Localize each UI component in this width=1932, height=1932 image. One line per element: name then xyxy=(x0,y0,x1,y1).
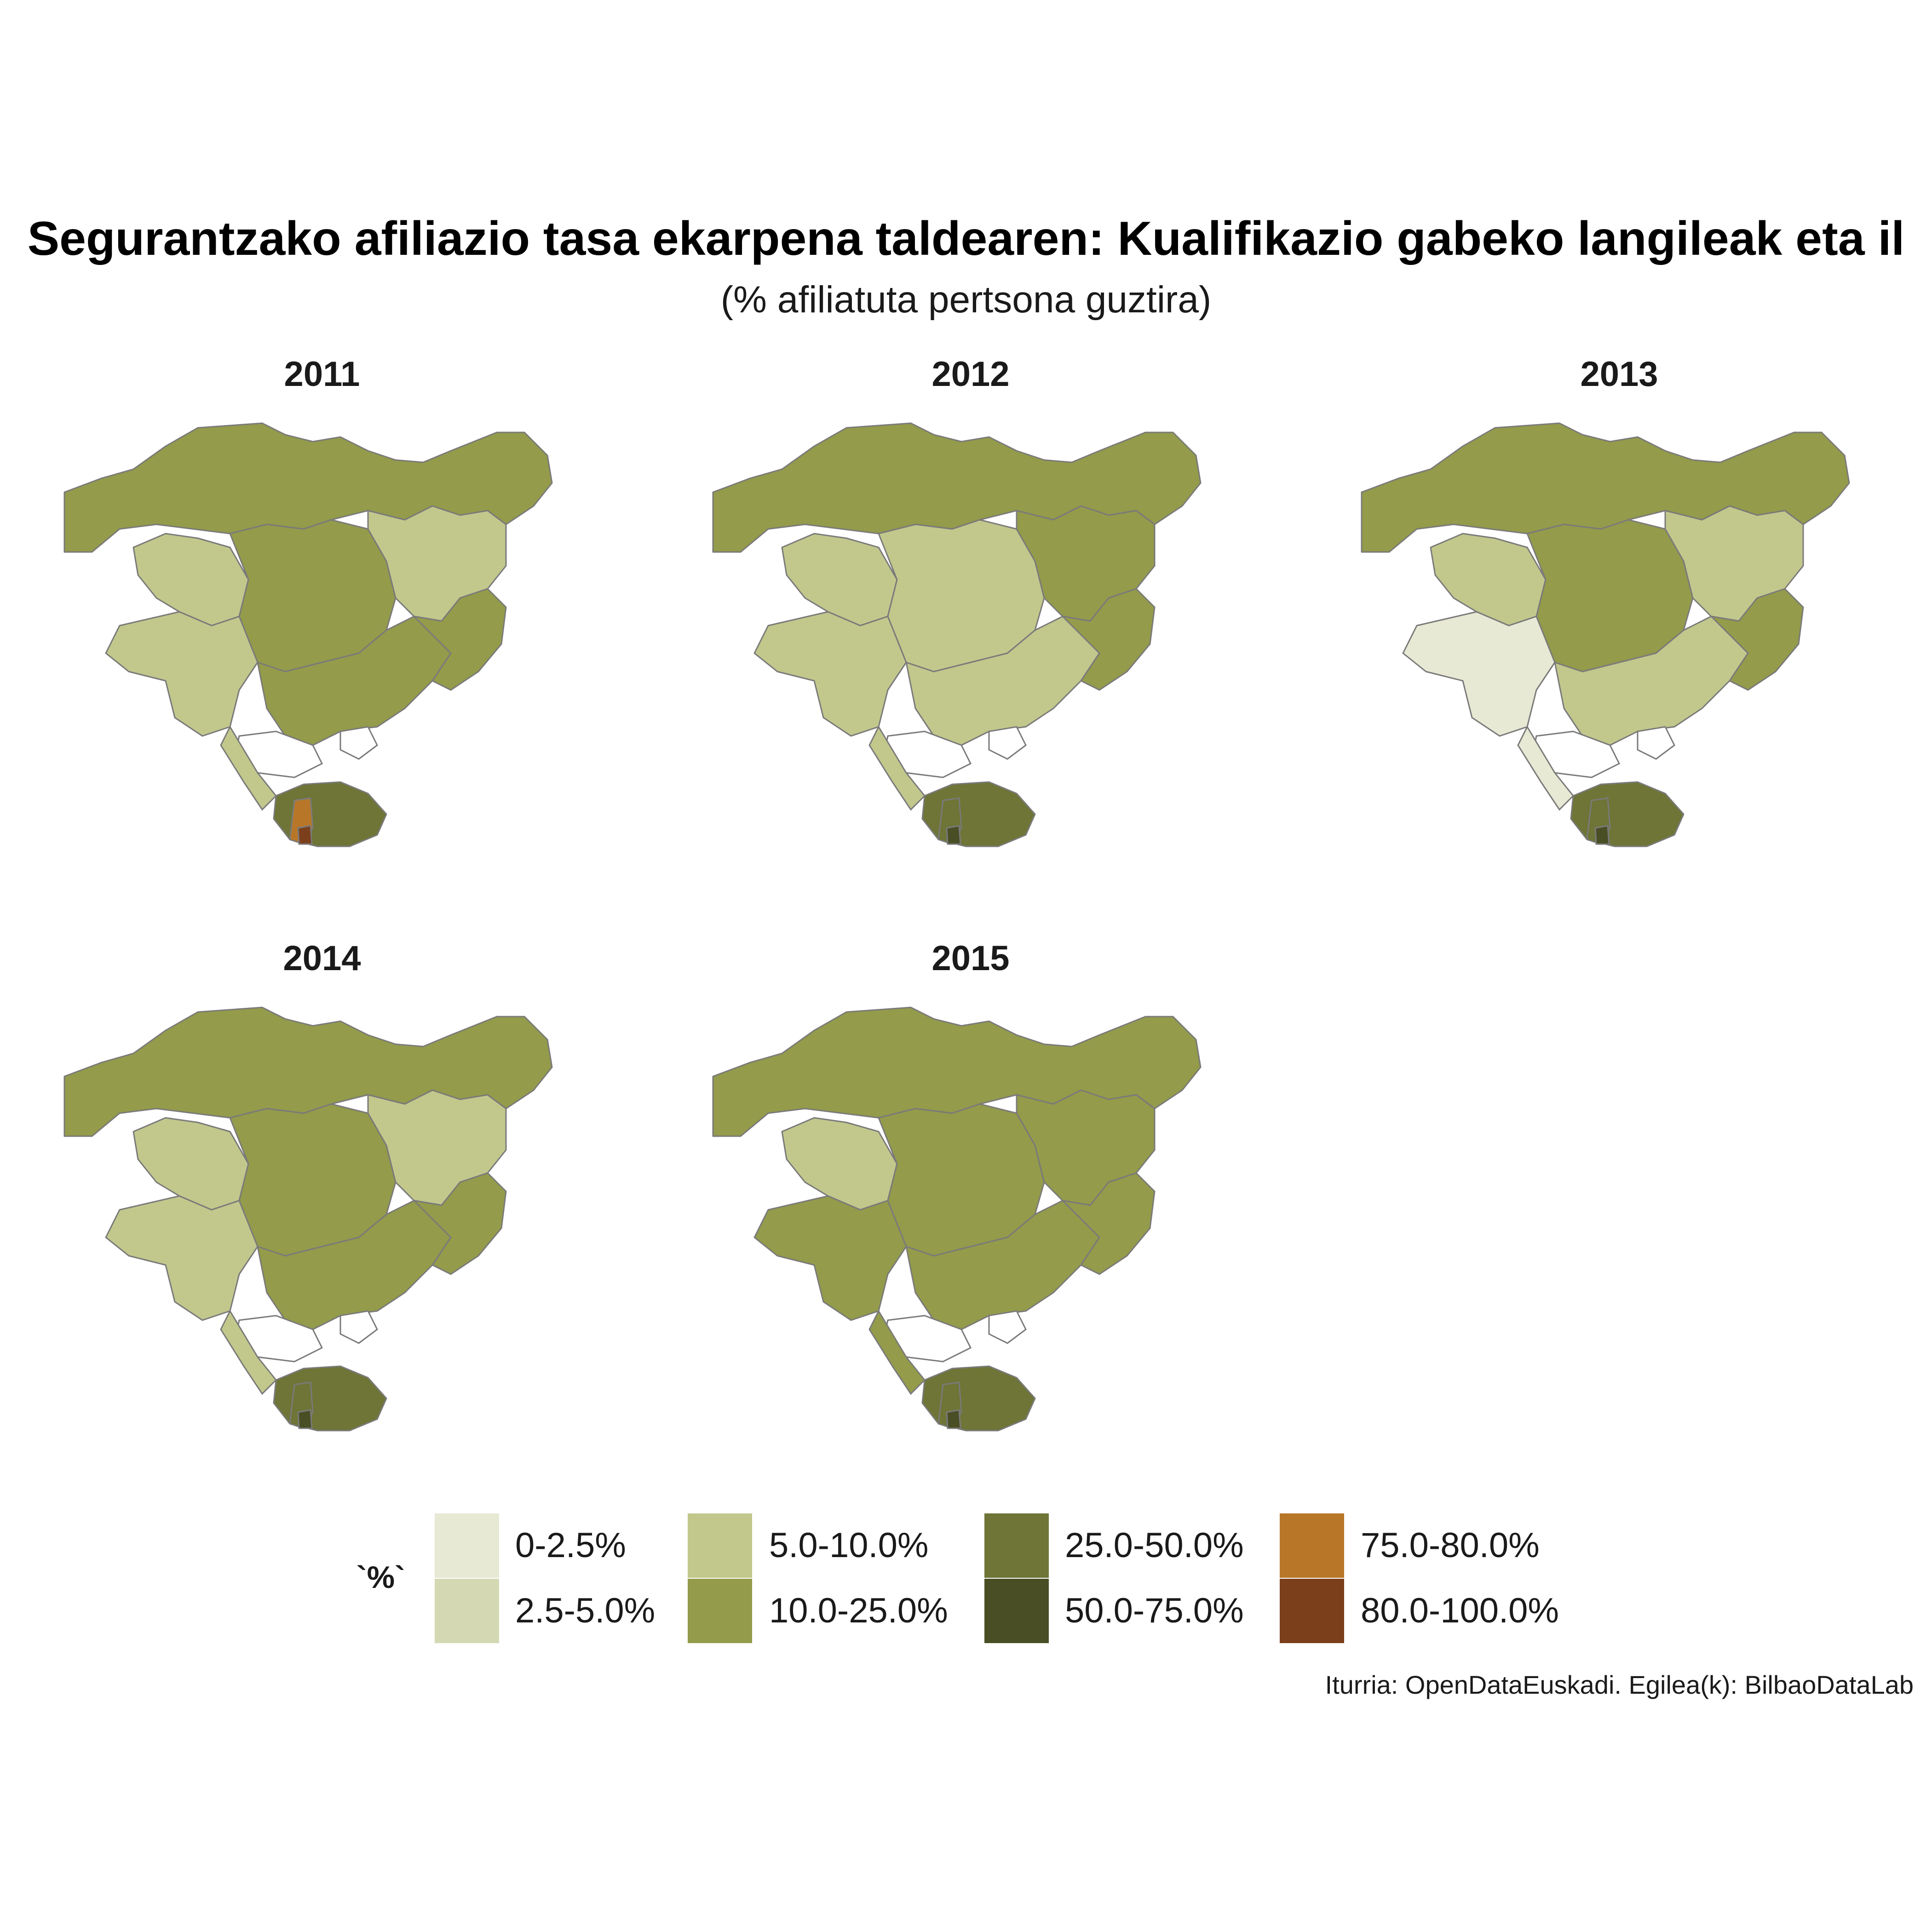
legend-label-6: 75.0-80.0% xyxy=(1361,1526,1540,1565)
region-southeast-2013 xyxy=(1710,588,1804,691)
legend-title: `%` xyxy=(356,1560,405,1595)
region-north-2012 xyxy=(712,422,1202,553)
region-southstrip-2011 xyxy=(220,725,277,811)
region-southeast-2015 xyxy=(1062,1172,1156,1275)
map-panel-2013 xyxy=(1361,422,1850,847)
legend-label-2: 5.0-10.0% xyxy=(769,1526,929,1565)
region-west-2014 xyxy=(132,1117,249,1211)
chart-subtitle: (% afiliatuta pertsona guztira) xyxy=(720,279,1212,321)
region-west-2013 xyxy=(1430,533,1547,627)
chart-title: Segurantzako afiliazio tasa ekarpena tal… xyxy=(27,212,1905,265)
map-panel-2015 xyxy=(712,1006,1202,1432)
legend-label-3: 10.0-25.0% xyxy=(769,1591,948,1630)
legend-label-1: 2.5-5.0% xyxy=(515,1591,656,1630)
panel-title-2013: 2013 xyxy=(1580,355,1658,394)
region-north-2011 xyxy=(63,422,553,553)
legend-key-3 xyxy=(688,1579,752,1643)
panel-title-2014: 2014 xyxy=(283,939,361,978)
legend-label-5: 50.0-75.0% xyxy=(1065,1591,1244,1630)
legend-label-4: 25.0-50.0% xyxy=(1065,1526,1244,1565)
legend-key-2 xyxy=(688,1513,752,1578)
region-southeast-2012 xyxy=(1062,588,1156,691)
panel-title-2015: 2015 xyxy=(932,939,1010,978)
region-southtip2-2011 xyxy=(297,825,313,845)
panel-title-2011: 2011 xyxy=(284,355,360,394)
region-southwest-2015 xyxy=(753,1195,907,1321)
panel-title-2012: 2012 xyxy=(932,355,1010,394)
legend-key-6 xyxy=(1280,1513,1344,1578)
legend-label-7: 80.0-100.0% xyxy=(1361,1591,1559,1630)
region-southwest-2011 xyxy=(105,611,259,737)
region-southwest-2013 xyxy=(1402,611,1556,737)
region-southstrip-2015 xyxy=(868,1309,926,1395)
region-southwest-2014 xyxy=(105,1195,259,1321)
region-southwest-2012 xyxy=(753,611,907,737)
region-southstrip-2014 xyxy=(220,1309,277,1395)
region-southtip2-2015 xyxy=(946,1409,961,1429)
blank-area-2-2013 xyxy=(1637,726,1675,760)
region-southeast-2011 xyxy=(413,588,507,691)
region-west-2015 xyxy=(781,1117,898,1211)
legend-label-0: 0-2.5% xyxy=(515,1526,626,1565)
region-west-2011 xyxy=(132,533,249,627)
region-southeast-2014 xyxy=(413,1172,507,1275)
blank-area-2-2014 xyxy=(339,1310,378,1344)
region-southtip2-2013 xyxy=(1594,825,1610,845)
region-west-2012 xyxy=(781,533,898,627)
legend-key-5 xyxy=(984,1579,1049,1643)
legend-key-4 xyxy=(984,1513,1049,1578)
region-north-2015 xyxy=(712,1006,1202,1137)
map-panel-2012 xyxy=(712,422,1202,847)
legend-key-1 xyxy=(435,1579,499,1643)
region-southtip2-2012 xyxy=(946,825,961,845)
source-caption: Iturria: OpenDataEuskadi. Egilea(k): Bil… xyxy=(1325,1670,1914,1699)
region-north-2013 xyxy=(1361,422,1850,553)
legend-key-7 xyxy=(1280,1579,1344,1643)
legend-key-0 xyxy=(435,1513,499,1578)
blank-area-2-2012 xyxy=(988,726,1027,760)
region-southstrip-2012 xyxy=(868,725,926,811)
map-panel-2014 xyxy=(63,1006,553,1432)
blank-area-2-2015 xyxy=(988,1310,1027,1344)
region-southtip2-2014 xyxy=(297,1409,313,1429)
map-panel-2011 xyxy=(63,422,553,847)
blank-area-2-2011 xyxy=(339,726,378,760)
region-north-2014 xyxy=(63,1006,553,1137)
region-southstrip-2013 xyxy=(1517,725,1575,811)
